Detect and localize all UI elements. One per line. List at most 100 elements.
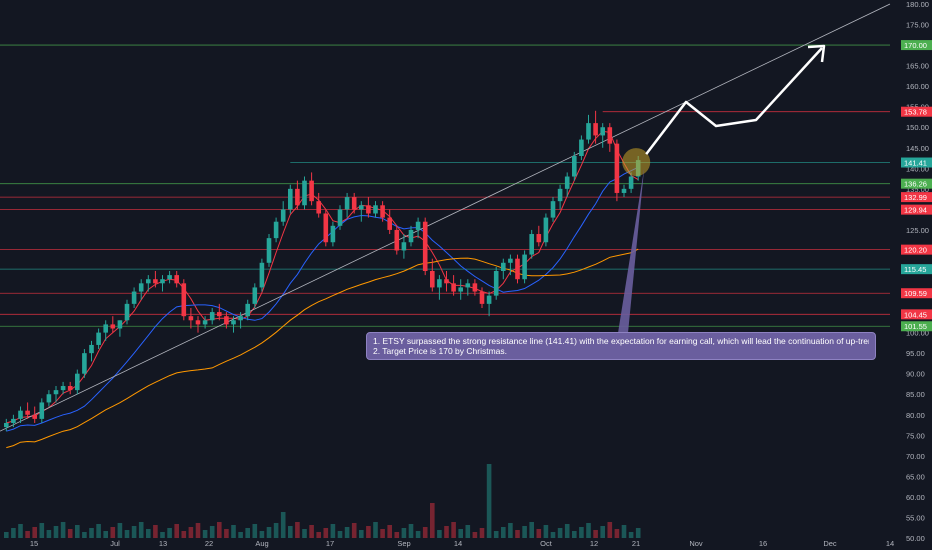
ma-long-line bbox=[6, 248, 639, 449]
volume-bar bbox=[614, 529, 620, 538]
candle-body bbox=[572, 155, 577, 177]
candle-body bbox=[344, 197, 350, 210]
candle-body bbox=[273, 221, 279, 239]
candle-body bbox=[82, 353, 87, 374]
candle-body bbox=[536, 234, 542, 243]
candle-body bbox=[167, 275, 172, 280]
x-tick-label: 16 bbox=[759, 539, 767, 548]
candle-body bbox=[557, 188, 563, 202]
volume-bar bbox=[508, 523, 513, 538]
volume-bar bbox=[174, 524, 179, 538]
level-price-label: 104.45 bbox=[904, 310, 927, 319]
level-price-badge bbox=[901, 309, 932, 320]
volume-bar bbox=[153, 525, 158, 538]
y-tick-label: 50.00 bbox=[906, 534, 925, 543]
y-tick-label: 95.00 bbox=[906, 349, 925, 358]
candle-body bbox=[288, 188, 293, 210]
annotation-callout[interactable]: 1. ETSY surpassed the strong resistance … bbox=[366, 332, 876, 360]
candle-body bbox=[231, 320, 236, 325]
candle-body bbox=[387, 217, 392, 230]
volume-bar bbox=[67, 529, 73, 538]
x-tick-label: Nov bbox=[689, 539, 703, 548]
volume-bar bbox=[202, 530, 208, 538]
level-price-badge bbox=[901, 178, 932, 189]
candle-body bbox=[444, 279, 449, 284]
volume-bar bbox=[46, 530, 52, 538]
volume-bar bbox=[181, 531, 187, 538]
volume-bar bbox=[209, 526, 215, 538]
candle-body bbox=[280, 209, 286, 222]
trendline bbox=[0, 3, 891, 432]
ma-short-line bbox=[6, 130, 639, 424]
y-tick-label: 140.00 bbox=[906, 164, 929, 173]
volume-bar bbox=[493, 531, 499, 538]
candle-body bbox=[153, 279, 158, 284]
candle-body bbox=[366, 205, 371, 214]
volume-bar bbox=[557, 528, 563, 538]
volume-bar bbox=[437, 530, 442, 538]
x-tick-label: 14 bbox=[454, 539, 462, 548]
candle-body bbox=[138, 283, 144, 292]
candle-body bbox=[586, 123, 591, 140]
candle-body bbox=[25, 410, 30, 415]
volume-bar bbox=[60, 522, 66, 538]
candle-body bbox=[245, 303, 250, 317]
volume-bar bbox=[160, 532, 165, 538]
candle-body bbox=[486, 295, 492, 304]
volume-bar bbox=[188, 527, 194, 538]
volume-bar bbox=[486, 464, 492, 538]
y-tick-label: 145.00 bbox=[906, 144, 929, 153]
level-price-label: 101.55 bbox=[904, 322, 927, 331]
volume-bar bbox=[138, 522, 144, 538]
level-price-label: 109.59 bbox=[904, 289, 927, 298]
candle-body bbox=[259, 262, 265, 288]
volume-bar bbox=[266, 527, 272, 538]
volume-bar bbox=[117, 523, 123, 538]
volume-bar bbox=[337, 531, 343, 538]
candle-body bbox=[103, 324, 108, 333]
candle-body bbox=[458, 287, 463, 292]
volume-bar bbox=[444, 526, 449, 538]
candle-body bbox=[209, 312, 215, 321]
level-price-label: 132.99 bbox=[904, 193, 927, 202]
volume-bar bbox=[387, 525, 392, 538]
level-price-badge bbox=[901, 106, 932, 117]
candle-body bbox=[408, 229, 414, 243]
volume-bar bbox=[373, 522, 378, 538]
candle-body bbox=[266, 238, 272, 263]
volume-bar bbox=[408, 524, 414, 538]
y-tick-label: 85.00 bbox=[906, 390, 925, 399]
candle-body bbox=[217, 312, 222, 317]
volume-bar bbox=[515, 530, 520, 538]
level-price-badge bbox=[901, 321, 932, 332]
candle-body bbox=[53, 390, 59, 395]
candle-body bbox=[564, 176, 570, 189]
volume-bar bbox=[103, 531, 108, 538]
projection-arrowhead bbox=[807, 44, 826, 63]
x-tick-label: Dec bbox=[823, 539, 837, 548]
y-tick-label: 135.00 bbox=[906, 185, 929, 194]
x-tick-label: 14 bbox=[886, 539, 894, 548]
candle-body bbox=[415, 221, 421, 230]
volume-bar bbox=[564, 524, 570, 538]
volume-bar bbox=[295, 522, 300, 538]
volume-bar bbox=[110, 527, 116, 538]
candle-body bbox=[4, 422, 9, 428]
y-tick-label: 165.00 bbox=[906, 62, 929, 71]
x-tick-label: 13 bbox=[159, 539, 167, 548]
volume-bar bbox=[572, 531, 577, 538]
volume-bar bbox=[25, 531, 30, 538]
volume-bar bbox=[82, 532, 87, 538]
x-tick-label: 15 bbox=[30, 539, 38, 548]
candle-body bbox=[543, 217, 549, 243]
volume-bar bbox=[366, 526, 371, 538]
volume-bar bbox=[39, 523, 45, 538]
candle-body bbox=[351, 197, 357, 210]
volume-bar bbox=[380, 529, 385, 538]
volume-bar bbox=[273, 523, 279, 538]
candle-body bbox=[522, 254, 527, 280]
level-price-label: 170.00 bbox=[904, 41, 927, 50]
volume-bar bbox=[621, 525, 627, 538]
candle-body bbox=[174, 275, 179, 284]
y-tick-label: 100.00 bbox=[906, 329, 929, 338]
